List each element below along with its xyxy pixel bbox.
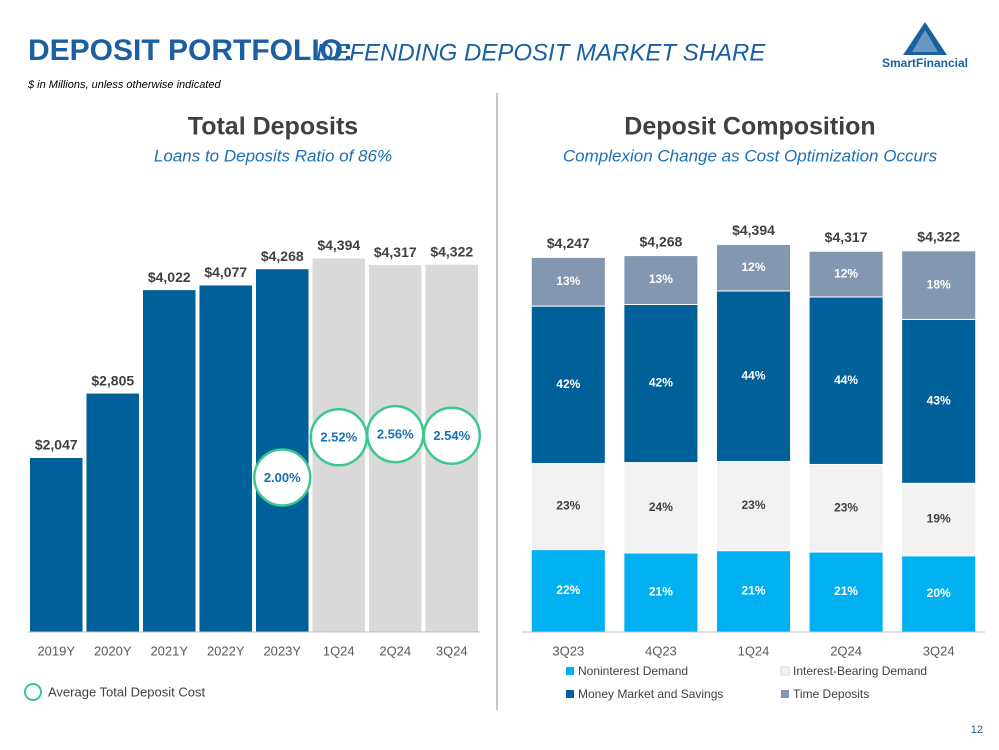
bar-segment [715,243,792,292]
value-label: $4,077 [204,264,247,280]
segment-label: 23% [741,498,765,512]
chart-title: Total Deposits [188,113,358,141]
x-tick-label: 2023Y [263,643,301,658]
total-label: $4,394 [732,222,775,238]
bar [86,393,140,632]
legend-label: Average Total Deposit Cost [48,684,205,699]
x-tick-label: 4Q23 [645,643,677,658]
value-label: $4,394 [317,237,360,253]
chart-subtitle: Complexion Change as Cost Optimization O… [563,146,938,165]
cost-label: 2.56% [377,427,414,442]
bar-segment [623,255,699,305]
title-rest: DEFENDING DEPOSIT MARKET SHARE [316,39,766,66]
bar-segment [901,555,977,633]
x-tick-label: 2019Y [37,643,75,658]
segment-label: 21% [741,583,765,597]
logo-text: SmartFinancial [882,56,968,70]
bar-segment [530,549,606,633]
bar [199,285,253,632]
chart-subtitle: Loans to Deposits Ratio of 86% [154,146,392,165]
legend-label: Money Market and Savings [578,687,723,701]
bar-segment [530,256,606,307]
x-tick-label: 2Q24 [379,643,411,658]
segment-label: 19% [927,512,951,526]
bar-segment [808,463,884,553]
x-tick-label: 2021Y [150,643,188,658]
segment-label: 12% [834,266,858,280]
value-label: $2,047 [35,437,78,453]
value-label: $4,268 [261,248,304,264]
segment-label: 44% [741,368,765,382]
bar-segment [530,305,606,464]
bar-segment [715,460,792,552]
segment-label: 44% [834,373,858,387]
segment-label: 13% [649,272,673,286]
x-tick-label: 3Q24 [923,643,955,658]
x-tick-label: 1Q24 [738,643,770,658]
legend-label: Time Deposits [793,687,869,701]
x-tick-label: 2022Y [207,643,245,658]
segment-label: 13% [556,274,580,288]
x-tick-label: 2Q24 [830,643,862,658]
cost-label: 2.52% [320,430,357,445]
note: $ in Millions, unless otherwise indicate… [27,79,221,91]
segment-label: 18% [927,277,951,291]
segment-label: 21% [649,585,673,599]
legend-label: Noninterest Demand [578,664,688,678]
bar-segment [715,290,792,462]
title-main: DEPOSIT PORTFOLIO: [28,34,353,67]
value-label: $2,805 [91,372,134,388]
segment-label: 23% [556,499,580,513]
legend-swatch [566,690,574,698]
bar-segment [715,550,792,633]
legend-swatch [24,683,42,701]
total-label: $4,247 [547,235,590,251]
bar-segment [808,296,884,465]
chart-title: Deposit Composition [624,113,875,141]
cost-label: 2.54% [433,428,470,443]
bar-segment [808,250,884,298]
value-label: $4,322 [430,243,473,259]
x-tick-label: 2020Y [94,643,132,658]
segment-label: 42% [556,377,580,391]
segment-label: 43% [927,394,951,408]
bar [142,290,196,632]
segment-label: 22% [556,583,580,597]
total-label: $4,317 [825,229,868,245]
value-label: $4,022 [148,269,191,285]
legend-swatch [566,667,574,675]
page-number: 12 [971,724,983,736]
segment-label: 12% [741,260,765,274]
legend-swatch [781,690,789,698]
total-label: $4,268 [639,233,682,249]
bar-segment [623,303,699,464]
logo-icon [903,22,947,55]
segment-label: 21% [834,584,858,598]
x-tick-label: 3Q23 [552,643,584,658]
bar-segment [623,552,699,633]
total-label: $4,322 [917,229,960,245]
legend-label: Interest-Bearing Demand [793,664,927,678]
bar-segment [530,462,606,551]
bar-segment [901,250,977,320]
x-tick-label: 3Q24 [436,643,468,658]
value-label: $4,317 [374,244,417,260]
cost-label: 2.00% [264,470,301,485]
bar-segment [623,462,699,554]
cost-marker [253,448,312,507]
bar-segment [901,482,977,557]
segment-label: 20% [927,586,951,600]
segment-label: 42% [649,376,673,390]
x-tick-label: 1Q24 [323,643,355,658]
bar-segment [901,318,977,484]
bar [29,458,83,632]
segment-label: 23% [834,500,858,514]
legend-swatch [780,666,790,676]
segment-label: 24% [649,500,673,514]
cost-marker [422,406,481,465]
